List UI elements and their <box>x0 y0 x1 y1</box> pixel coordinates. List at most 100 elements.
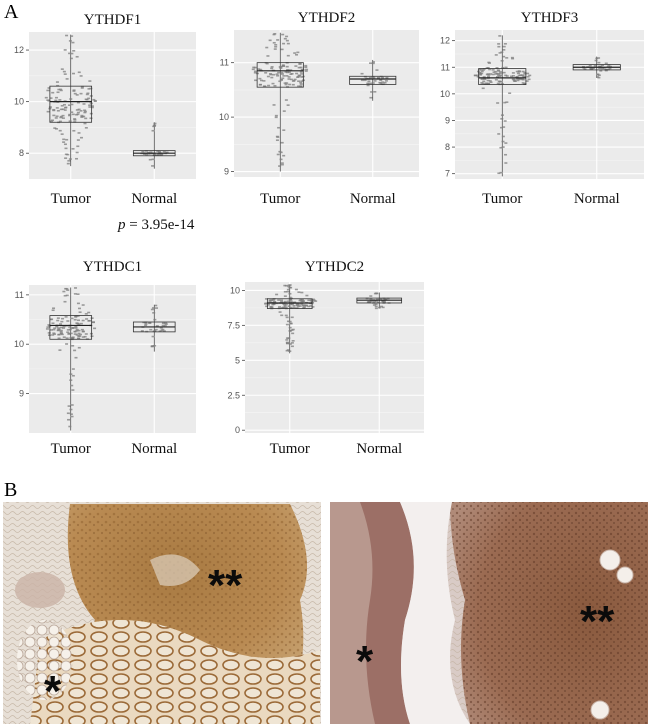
data-point <box>274 45 278 48</box>
data-point <box>144 322 148 325</box>
data-point <box>521 70 525 73</box>
p-value-text: = 3.95e-14 <box>126 217 195 233</box>
data-point <box>269 306 273 308</box>
data-point <box>89 87 93 90</box>
data-point <box>368 76 372 79</box>
data-point <box>368 301 372 304</box>
data-point <box>376 301 380 304</box>
data-point <box>491 73 495 76</box>
data-point <box>277 71 281 74</box>
chart-title: YTHDC1 <box>83 259 142 275</box>
data-point <box>282 110 286 112</box>
data-point <box>280 71 284 74</box>
data-point <box>70 111 74 114</box>
data-point <box>278 306 282 308</box>
data-point <box>278 80 282 83</box>
data-point <box>288 326 292 329</box>
data-point <box>278 165 282 167</box>
data-point <box>68 326 72 328</box>
data-point <box>309 299 313 302</box>
data-point <box>63 300 67 303</box>
data-point <box>280 163 284 166</box>
asterisk-single-left: * <box>44 667 62 716</box>
chart-ythdc1: 9 10 11 YTHDC1 Tumor Normal <box>14 259 196 457</box>
data-point <box>480 82 484 84</box>
data-point <box>58 349 62 351</box>
y-tick-label: 11 <box>441 62 450 72</box>
data-point <box>44 96 48 99</box>
data-point <box>283 290 287 293</box>
data-point <box>80 87 84 89</box>
data-point <box>286 300 290 303</box>
data-point <box>272 33 276 36</box>
data-point <box>369 300 373 303</box>
data-point <box>289 69 293 71</box>
y-tick-label: 10 <box>219 112 229 122</box>
data-point <box>281 64 285 66</box>
data-point <box>373 91 377 93</box>
data-point <box>482 76 486 78</box>
data-point <box>151 129 155 132</box>
data-point <box>151 307 155 309</box>
data-point <box>69 373 73 375</box>
plot-background <box>29 285 196 433</box>
data-point <box>596 73 600 76</box>
data-point <box>64 147 68 150</box>
data-point <box>279 65 283 68</box>
data-point <box>608 65 612 68</box>
data-point <box>52 328 56 331</box>
data-point <box>51 309 55 312</box>
data-point <box>275 293 279 296</box>
data-point <box>66 320 70 322</box>
data-point <box>73 119 77 121</box>
x-category-label: Normal <box>350 191 396 207</box>
data-point <box>65 138 69 141</box>
data-point <box>289 286 293 289</box>
data-point <box>515 76 519 78</box>
data-point <box>526 72 530 75</box>
data-point <box>304 64 308 67</box>
data-point <box>85 318 89 320</box>
data-point <box>291 332 295 335</box>
data-point <box>163 324 167 327</box>
data-point <box>71 148 75 150</box>
data-point <box>77 319 81 322</box>
data-point <box>595 57 599 60</box>
data-point <box>71 327 75 330</box>
data-point <box>54 96 58 99</box>
data-point <box>158 330 162 332</box>
data-point <box>81 319 85 322</box>
data-point <box>279 67 283 69</box>
data-point <box>285 35 289 38</box>
data-point <box>58 120 62 123</box>
data-point <box>69 98 73 100</box>
data-point <box>154 304 158 307</box>
data-point <box>381 76 385 79</box>
data-point <box>495 67 499 69</box>
data-point <box>153 122 157 125</box>
data-point <box>92 98 96 101</box>
data-point <box>371 61 375 63</box>
data-point <box>498 72 502 75</box>
x-category-label: Tumor <box>270 441 310 457</box>
data-point <box>148 322 152 324</box>
data-point <box>288 343 292 345</box>
data-point <box>291 83 295 86</box>
data-point <box>522 75 526 78</box>
data-point <box>81 336 85 338</box>
data-point <box>258 83 262 86</box>
data-point <box>60 133 64 135</box>
data-point <box>77 132 81 134</box>
data-point <box>286 42 290 45</box>
chart-title: YTHDF3 <box>521 10 579 26</box>
data-point <box>481 69 485 71</box>
data-point <box>298 75 302 77</box>
data-point <box>282 75 286 77</box>
data-point <box>76 111 80 114</box>
data-point <box>61 317 65 320</box>
data-point <box>500 118 504 120</box>
y-tick-label: 9 <box>224 167 229 177</box>
data-point <box>83 110 87 113</box>
y-tick-label: 2.5 <box>227 390 240 400</box>
data-point <box>75 328 79 331</box>
